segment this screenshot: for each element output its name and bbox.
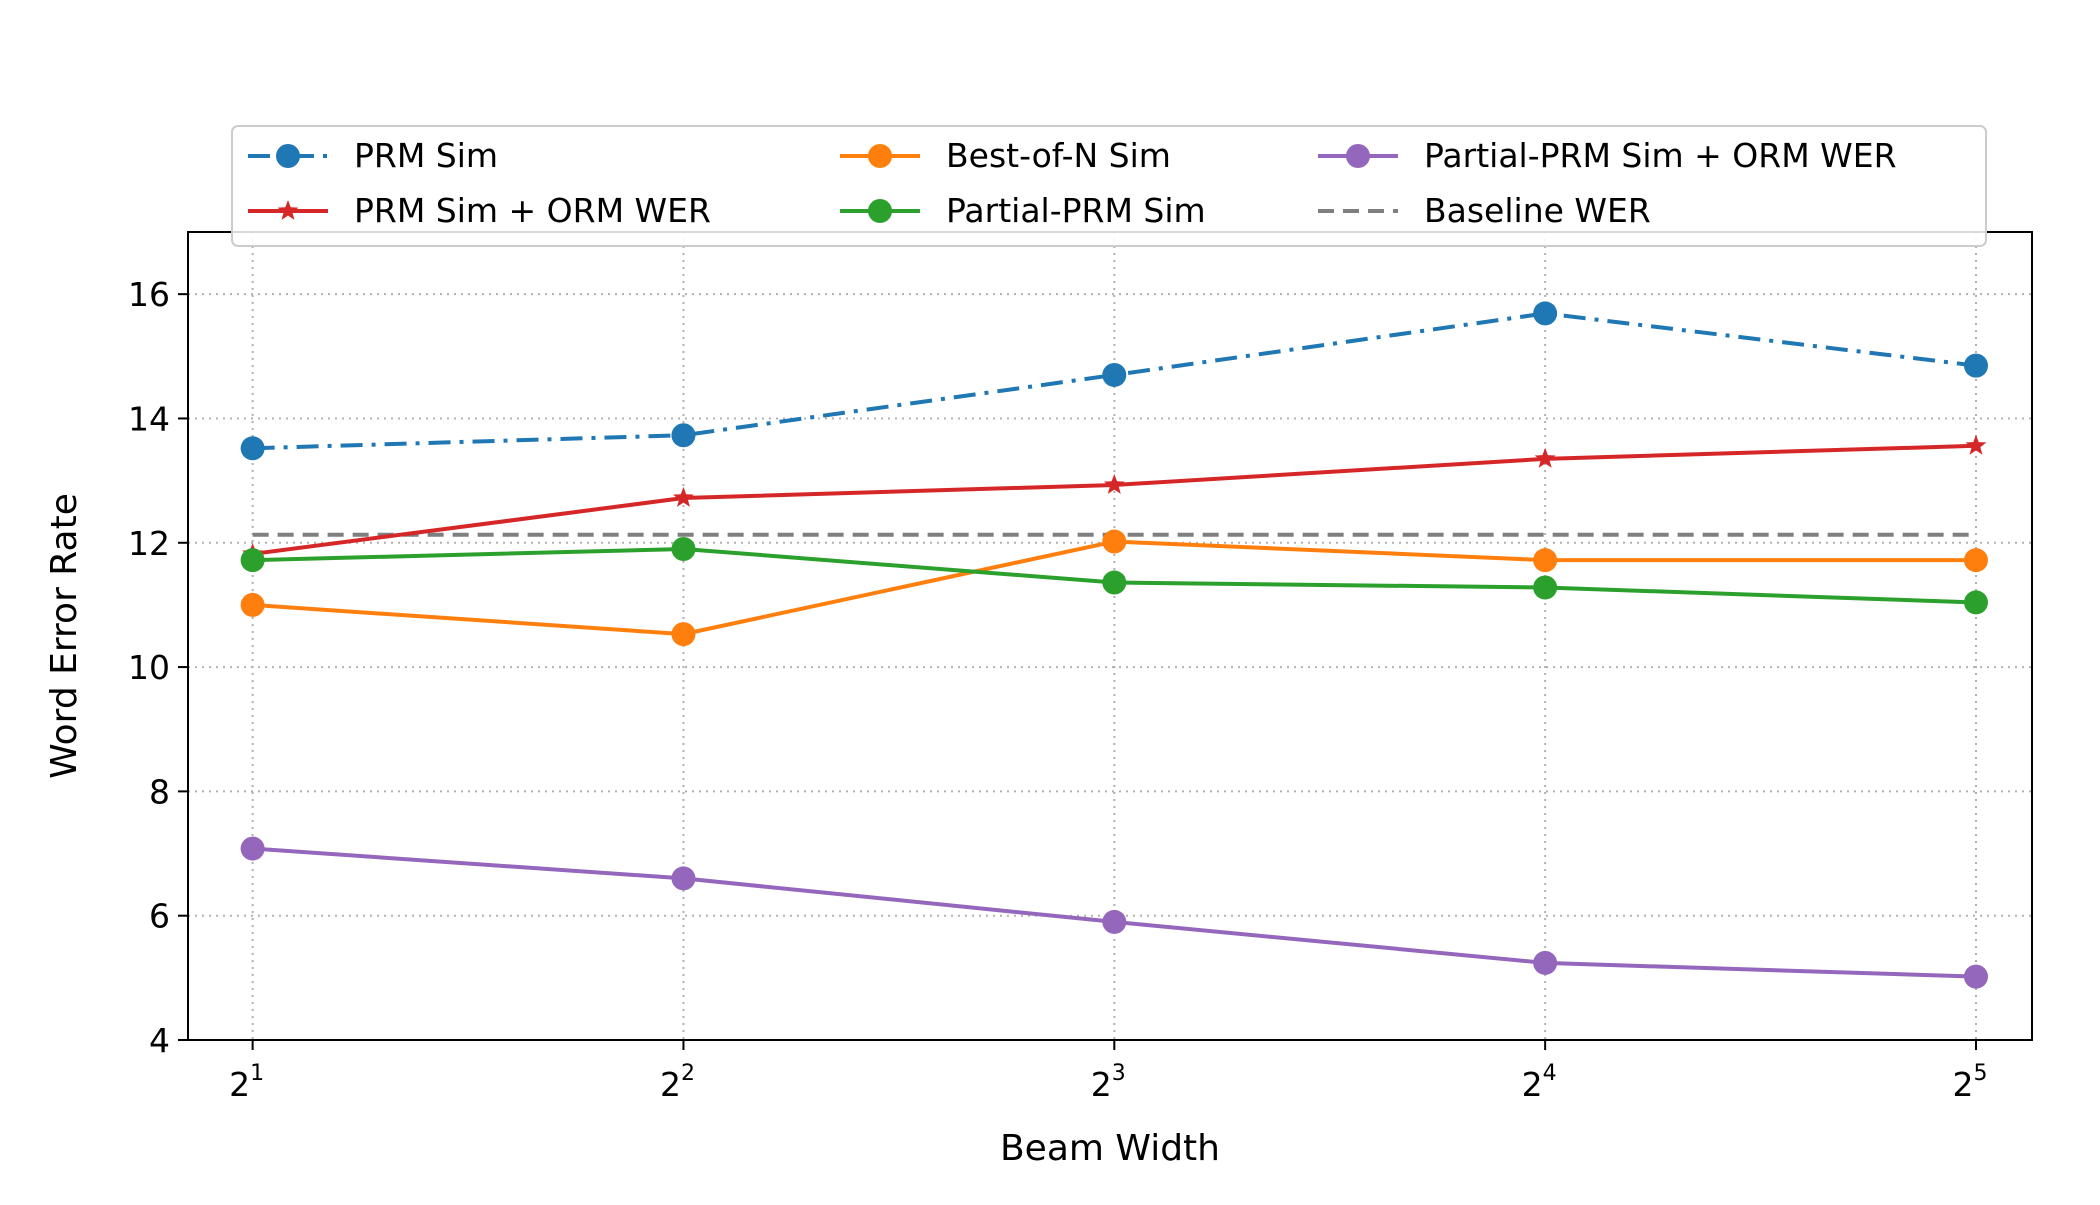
legend-box	[231, 125, 1987, 247]
legend-marker-best-of-n-sim	[868, 144, 892, 168]
data-point-partial-prm-sim-orm-wer	[671, 866, 696, 891]
x-tick-label: 25	[1952, 1061, 1987, 1104]
data-point-partial-prm-sim-orm-wer	[1963, 964, 1988, 989]
series-best-of-n-sim	[240, 529, 1988, 647]
y-axis-label: Word Error Rate	[44, 493, 85, 779]
x-tick-exponent: 4	[1543, 1061, 1557, 1086]
legend-label: Best-of-N Sim	[946, 136, 1171, 175]
legend-item-baseline-wer: Baseline WER	[1318, 191, 1651, 230]
series-layer	[240, 301, 1988, 989]
data-point-prm-sim-orm-wer	[1965, 434, 1987, 455]
series-partial-prm-sim-orm-wer	[240, 836, 1988, 989]
legend-marker-partial-prm-sim	[868, 199, 892, 223]
data-point-prm-sim-orm-wer	[1103, 473, 1125, 494]
legend-item-prm-sim: PRM Sim	[248, 136, 498, 175]
legend-marker-prm-sim	[276, 144, 300, 168]
legend-item-partial-prm-sim: Partial-PRM Sim	[840, 191, 1206, 230]
legend-label: PRM Sim + ORM WER	[354, 191, 711, 230]
data-point-prm-sim	[1533, 301, 1558, 326]
x-tick-exponent: 2	[681, 1061, 695, 1086]
data-point-best-of-n-sim	[1102, 529, 1127, 554]
y-tick-label: 16	[128, 275, 170, 314]
x-tick-label: 24	[1522, 1061, 1557, 1104]
x-tick-exponent: 1	[250, 1061, 264, 1086]
data-point-partial-prm-sim	[1533, 575, 1558, 600]
data-point-partial-prm-sim-orm-wer	[1533, 950, 1558, 975]
data-point-best-of-n-sim	[671, 622, 696, 647]
data-point-prm-sim	[1102, 362, 1127, 387]
series-partial-prm-sim	[240, 536, 1988, 615]
data-point-prm-sim-orm-wer	[1534, 447, 1556, 468]
legend-item-prm-sim-orm-wer: PRM Sim + ORM WER	[248, 191, 711, 230]
y-tick-label: 10	[128, 648, 170, 687]
x-tick-base: 2	[660, 1065, 681, 1104]
legend-label: PRM Sim	[354, 136, 498, 175]
series-prm-sim	[240, 301, 1988, 461]
x-tick-base: 2	[1952, 1065, 1973, 1104]
data-point-partial-prm-sim	[1102, 570, 1127, 595]
data-point-prm-sim-orm-wer	[673, 487, 694, 507]
x-tick-label: 22	[660, 1061, 695, 1104]
legend-item-partial-prm-sim-orm-wer: Partial-PRM Sim + ORM WER	[1318, 136, 1897, 175]
data-point-best-of-n-sim	[240, 592, 265, 617]
x-tick-label: 21	[229, 1061, 264, 1104]
x-tick-exponent: 3	[1112, 1061, 1126, 1086]
x-tick-exponent: 5	[1973, 1061, 1987, 1086]
legend-label: Baseline WER	[1424, 191, 1651, 230]
data-point-best-of-n-sim	[1963, 548, 1988, 573]
legend-item-best-of-n-sim: Best-of-N Sim	[840, 136, 1171, 175]
data-point-partial-prm-sim	[1963, 590, 1988, 615]
data-point-partial-prm-sim-orm-wer	[240, 836, 265, 861]
data-point-prm-sim	[1963, 353, 1988, 378]
y-tick-label: 12	[128, 524, 170, 563]
x-tick-base: 2	[1522, 1065, 1543, 1104]
data-point-partial-prm-sim	[240, 548, 265, 573]
legend: PRM Sim PRM Sim + ORM WER Best-of-N Sim Par…	[231, 125, 1987, 247]
legend-marker-prm-sim-orm-wer	[277, 200, 299, 220]
data-point-prm-sim	[240, 436, 265, 461]
legend-label: Partial-PRM Sim + ORM WER	[1424, 136, 1897, 175]
x-tick-label: 23	[1091, 1061, 1126, 1104]
y-tick-label: 4	[149, 1021, 170, 1060]
x-tick-base: 2	[229, 1065, 250, 1104]
x-axis-label: Beam Width	[1000, 1128, 1220, 1169]
y-tick-label: 6	[149, 897, 170, 936]
data-point-partial-prm-sim	[671, 536, 696, 561]
data-point-prm-sim	[671, 423, 696, 448]
data-point-best-of-n-sim	[1533, 548, 1558, 573]
data-point-partial-prm-sim-orm-wer	[1102, 909, 1127, 934]
legend-label: Partial-PRM Sim	[946, 191, 1206, 230]
x-tick-base: 2	[1091, 1065, 1112, 1104]
y-tick-label: 14	[128, 399, 170, 438]
y-tick-label: 8	[149, 772, 170, 811]
legend-marker-partial-prm-sim-orm-wer	[1346, 144, 1370, 168]
